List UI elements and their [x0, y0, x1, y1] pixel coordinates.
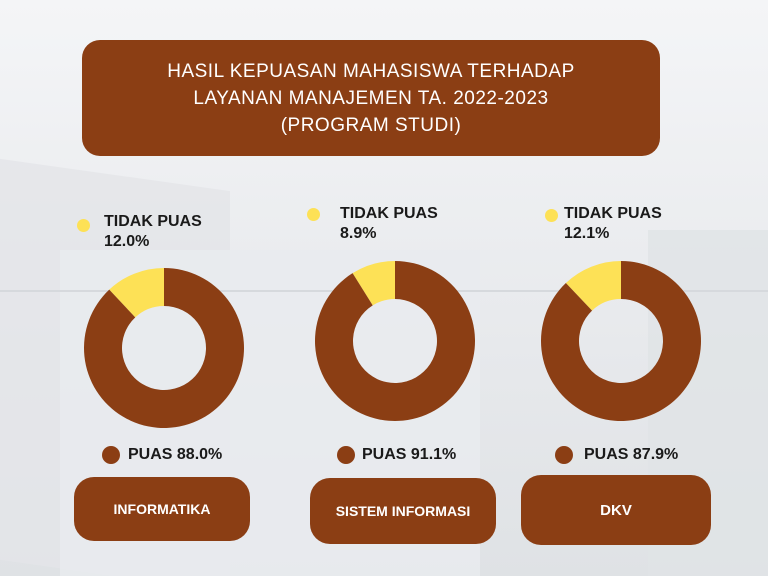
legend-puas: PUAS 87.9%	[584, 446, 679, 463]
legend-dot-tidak-puas	[307, 208, 320, 221]
legend-tidak-puas-name: TIDAK PUAS	[340, 205, 438, 222]
program-dkv-button[interactable]: DKV	[521, 475, 711, 545]
title-line-3: (PROGRAM STUDI)	[280, 114, 462, 136]
legend-tidak-puas-value: 12.0%	[104, 233, 150, 250]
slice-puas	[315, 261, 476, 422]
legend-dot-tidak-puas	[77, 219, 90, 232]
legend-tidak-puas: TIDAK PUAS 8.9%	[340, 204, 438, 244]
legend-tidak-puas-name: TIDAK PUAS	[564, 205, 662, 222]
slice-puas	[83, 268, 244, 428]
legend-tidak-puas: TIDAK PUAS 12.1%	[564, 204, 662, 244]
slice-tidak-puas	[352, 261, 395, 306]
legend-dot-puas	[102, 446, 120, 464]
program-informatika-button[interactable]: INFORMATIKA	[74, 477, 250, 541]
legend-dot-tidak-puas	[545, 209, 558, 222]
program-sistem-informasi-button[interactable]: SISTEM INFORMASI	[310, 478, 496, 544]
title-line-2: LAYANAN MANAJEMEN TA. 2022-2023	[193, 87, 549, 109]
legend-puas: PUAS 88.0%	[128, 446, 223, 463]
title-banner: HASIL KEPUASAN MAHASISWA TERHADAP LAYANA…	[82, 40, 660, 156]
legend-puas: PUAS 91.1%	[362, 446, 457, 463]
title-line-1: HASIL KEPUASAN MAHASISWA TERHADAP	[167, 60, 575, 82]
slice-tidak-puas	[565, 261, 621, 311]
slice-puas	[541, 261, 701, 421]
legend-dot-puas	[337, 446, 355, 464]
legend-tidak-puas: TIDAK PUAS 12.0%	[104, 212, 202, 252]
legend-tidak-puas-value: 12.1%	[564, 225, 610, 242]
legend-dot-puas	[555, 446, 573, 464]
legend-tidak-puas-value: 8.9%	[340, 225, 377, 242]
slice-tidak-puas	[109, 268, 164, 318]
legend-tidak-puas-name: TIDAK PUAS	[104, 213, 202, 230]
